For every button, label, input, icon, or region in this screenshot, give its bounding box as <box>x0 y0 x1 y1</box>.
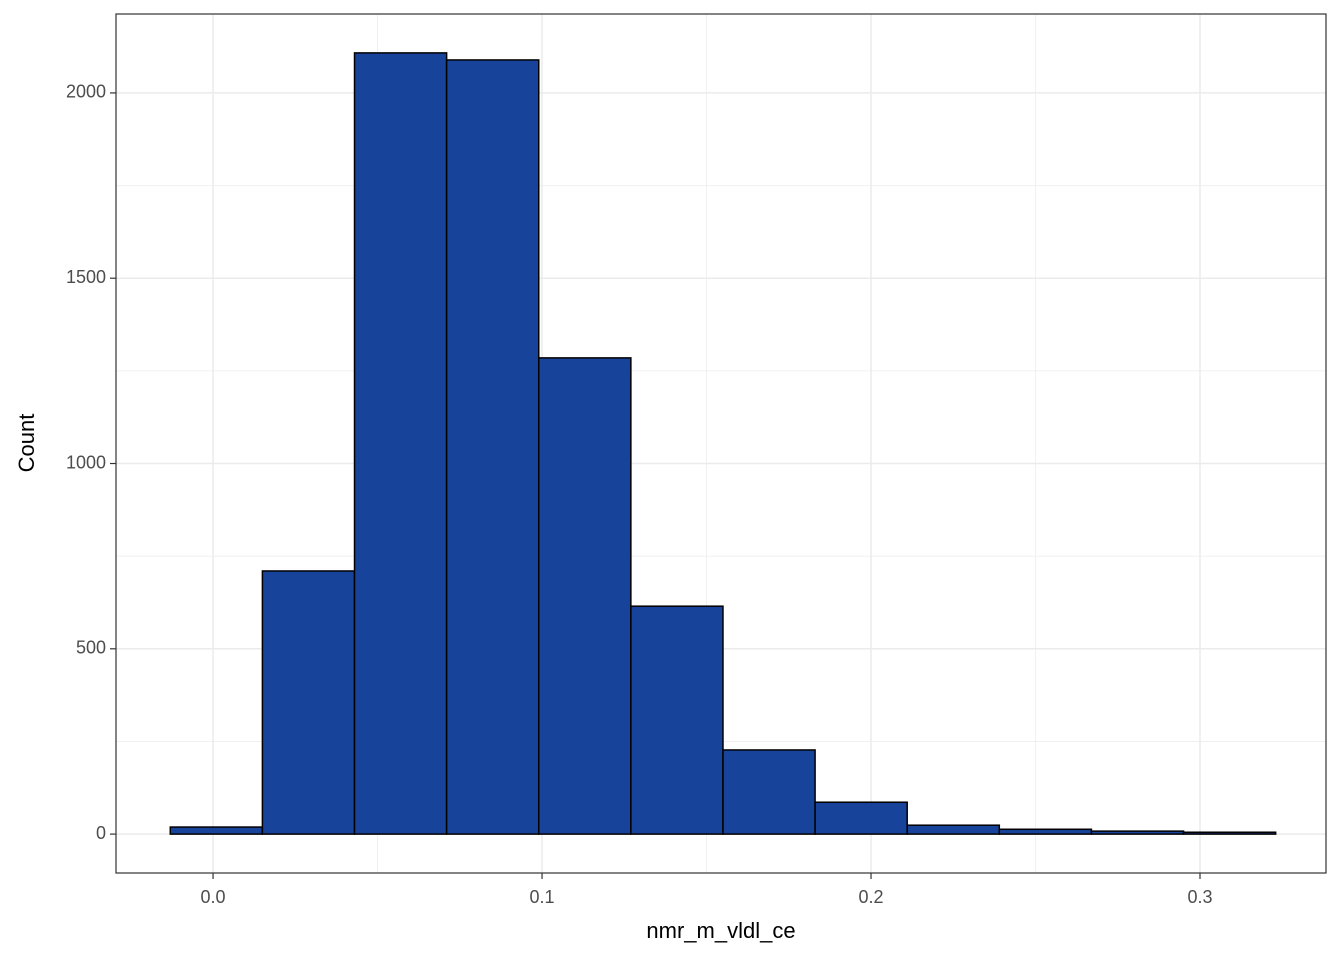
x-axis-title: nmr_m_vldl_ce <box>646 918 795 943</box>
x-tick-label: 0.0 <box>201 887 226 907</box>
bar <box>169 826 264 835</box>
bar <box>537 357 632 835</box>
y-tick-label: 1500 <box>66 267 106 287</box>
y-tick-label: 1000 <box>66 452 106 472</box>
bar <box>906 824 1001 835</box>
y-tick-label: 0 <box>96 823 106 843</box>
bar <box>630 605 724 835</box>
y-tick-label: 2000 <box>66 82 106 102</box>
panel-border <box>115 13 1327 874</box>
bar <box>722 749 816 835</box>
bar <box>998 828 1093 835</box>
bar <box>1182 831 1277 835</box>
x-tick-label: 0.1 <box>530 887 555 907</box>
bar <box>445 59 540 835</box>
y-tick-label: 500 <box>76 638 106 658</box>
bar <box>353 52 448 835</box>
x-tick-label: 0.2 <box>859 887 884 907</box>
axes: 0 500 1000 1500 2000 0.0 0.1 0.2 0.3 <box>66 82 1213 907</box>
bar <box>1090 830 1185 835</box>
bars <box>169 52 1277 835</box>
x-tick-label: 0.3 <box>1187 887 1212 907</box>
bar <box>261 570 356 835</box>
bar <box>814 801 908 835</box>
y-axis-title: Count <box>14 414 39 473</box>
